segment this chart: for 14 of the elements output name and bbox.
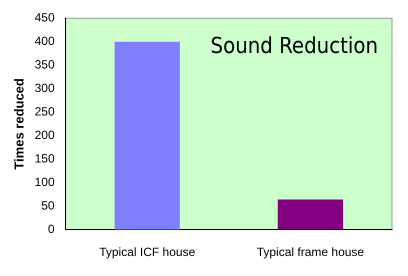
y-tick-label: 50 xyxy=(41,198,55,212)
text: Sound Reduction xyxy=(210,34,378,59)
y-tick-label: 150 xyxy=(34,151,55,166)
y-axis-title: Times reduced xyxy=(11,78,26,170)
y-tick-label: 100 xyxy=(34,174,55,189)
y-tick-label: 400 xyxy=(34,34,55,48)
y-tick-label: 250 xyxy=(34,104,55,118)
x-tick-label: Typical frame house xyxy=(256,245,364,260)
x-tick-label: Typical ICF house xyxy=(99,245,196,260)
y-tick-label: 0 xyxy=(48,222,55,236)
y-tick-label: 300 xyxy=(34,80,55,95)
y-tick-label: 450 xyxy=(34,10,55,25)
y-tick-label: 350 xyxy=(34,57,55,72)
y-tick-label: 200 xyxy=(34,128,55,142)
